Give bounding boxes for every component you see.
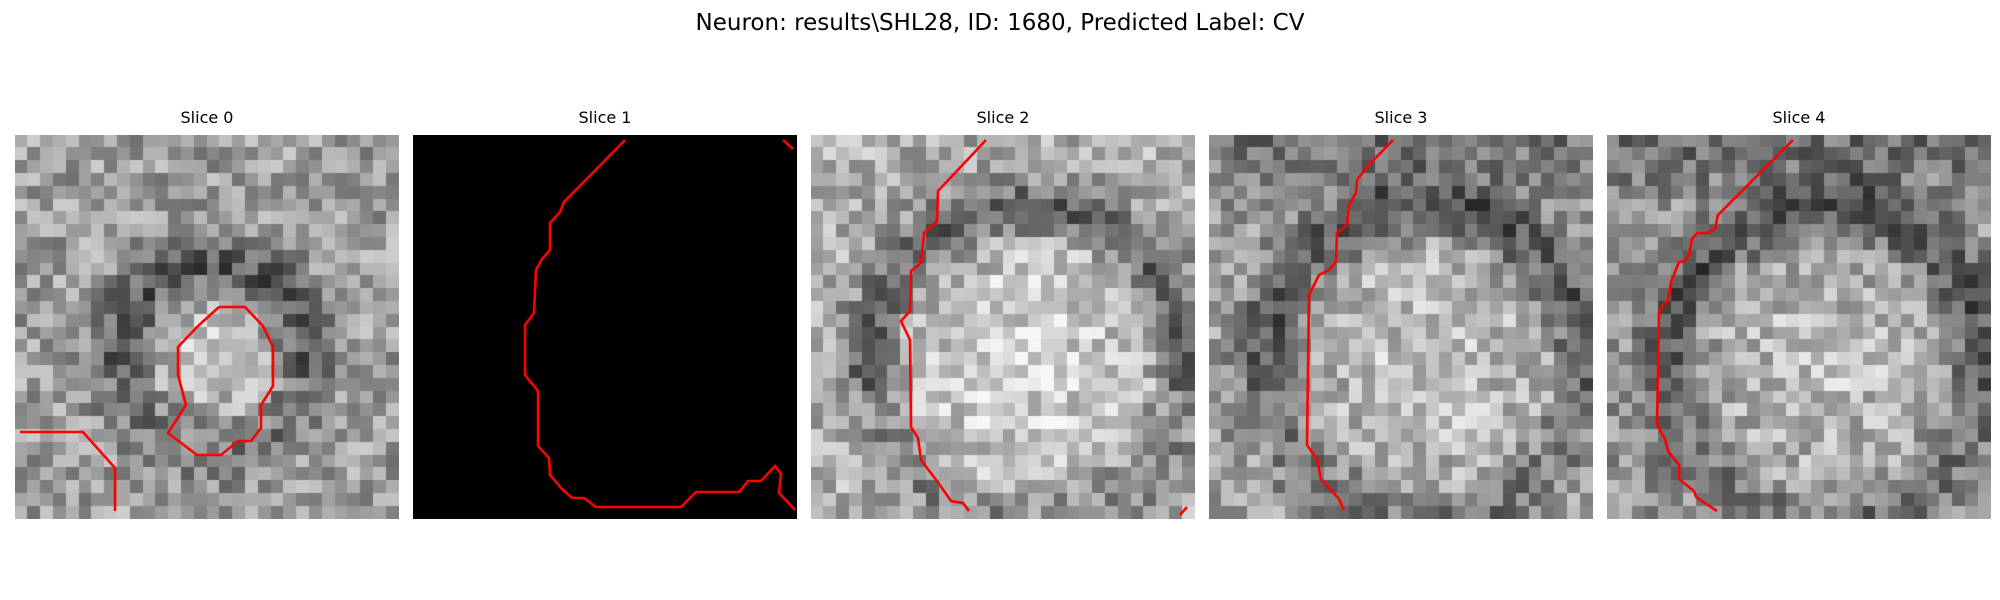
contour-overlay-1 <box>523 139 796 511</box>
slice-title-3: Slice 3 <box>1374 108 1428 127</box>
slice-title-2: Slice 2 <box>976 108 1030 127</box>
contour-line <box>1305 139 1394 511</box>
contour-line <box>1655 139 1794 513</box>
contour-line <box>20 430 117 511</box>
slice-panel-1: Slice 1 <box>413 108 797 519</box>
slice-title-4: Slice 4 <box>1772 108 1826 127</box>
contour-line <box>1179 506 1188 516</box>
slice-image-1 <box>413 135 797 519</box>
contour-line <box>523 139 796 511</box>
slice-title-1: Slice 1 <box>578 108 632 127</box>
figure-title: Neuron: results\SHL28, ID: 1680, Predict… <box>695 10 1305 36</box>
contour-overlay-2 <box>899 139 1188 516</box>
slice-image-3 <box>1209 135 1593 519</box>
contour-overlay-0 <box>20 305 275 511</box>
contour-line <box>782 139 794 150</box>
slice-image-0 <box>15 135 399 519</box>
slice-image-2 <box>811 135 1195 519</box>
slice-panel-4: Slice 4 <box>1607 108 1991 519</box>
slice-panel-3: Slice 3 <box>1209 108 1593 519</box>
slice-image-4 <box>1607 135 1991 519</box>
contour-overlay-3 <box>1305 139 1394 511</box>
slice-panel-2: Slice 2 <box>811 108 1195 519</box>
contour-line <box>166 305 275 457</box>
contour-overlay-4 <box>1655 139 1794 513</box>
slice-title-0: Slice 0 <box>180 108 234 127</box>
slice-panel-0: Slice 0 <box>15 108 399 519</box>
slice-pixels-3 <box>1209 135 1593 519</box>
slice-pixels-2 <box>811 135 1195 519</box>
slice-pixels-1 <box>413 135 797 519</box>
contour-line <box>899 139 987 512</box>
